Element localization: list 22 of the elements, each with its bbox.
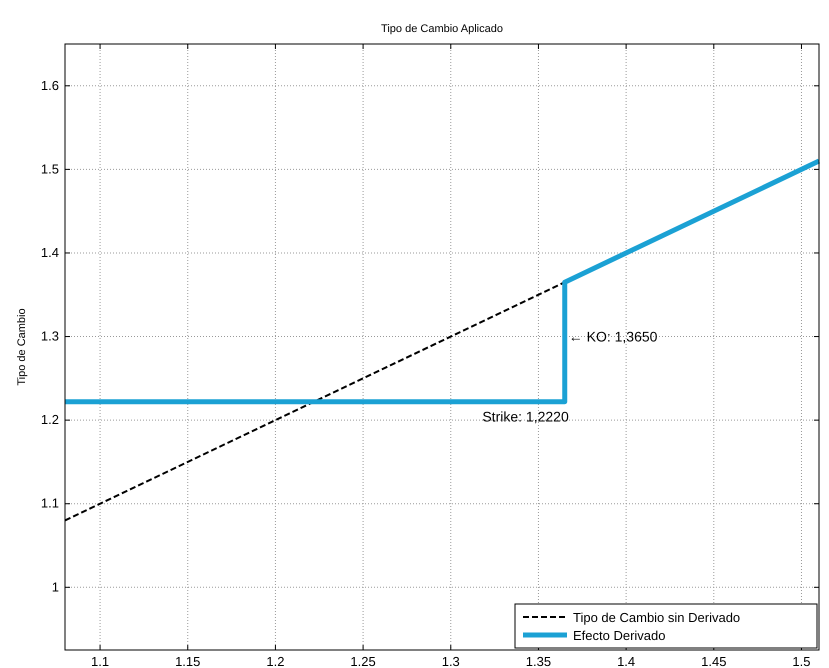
x-tick-label: 1.45 — [701, 654, 726, 668]
y-tick-label: 1.6 — [40, 78, 59, 93]
x-tick-label: 1.5 — [792, 654, 811, 668]
x-tick-label: 1.2 — [266, 654, 284, 668]
x-tick-label: 1.4 — [617, 654, 636, 668]
annotation: Strike: 1,2220 — [482, 408, 569, 425]
y-tick-label: 1.3 — [40, 328, 59, 344]
legend-label: Tipo de Cambio sin Derivado — [573, 610, 740, 625]
x-tick-label: 1.15 — [175, 654, 200, 668]
y-tick-label: 1 — [52, 579, 59, 594]
chart-title: Tipo de Cambio Aplicado — [381, 23, 503, 35]
x-tick-label: 1.35 — [526, 654, 552, 668]
y-tick-label: 1.5 — [40, 161, 59, 176]
x-tick-label: 1.25 — [350, 654, 376, 668]
y-tick-label: 1.2 — [40, 412, 59, 428]
legend-label: Efecto Derivado — [573, 628, 666, 643]
y-axis-title: Tipo de Cambio — [16, 308, 28, 386]
y-tick-label: 1.1 — [40, 496, 59, 511]
y-tick-label: 1.4 — [40, 244, 59, 260]
x-tick-label: 1.1 — [91, 654, 110, 668]
annotation: ← KO: 1,3650 — [568, 328, 658, 345]
x-tick-label: 1.3 — [442, 654, 460, 668]
